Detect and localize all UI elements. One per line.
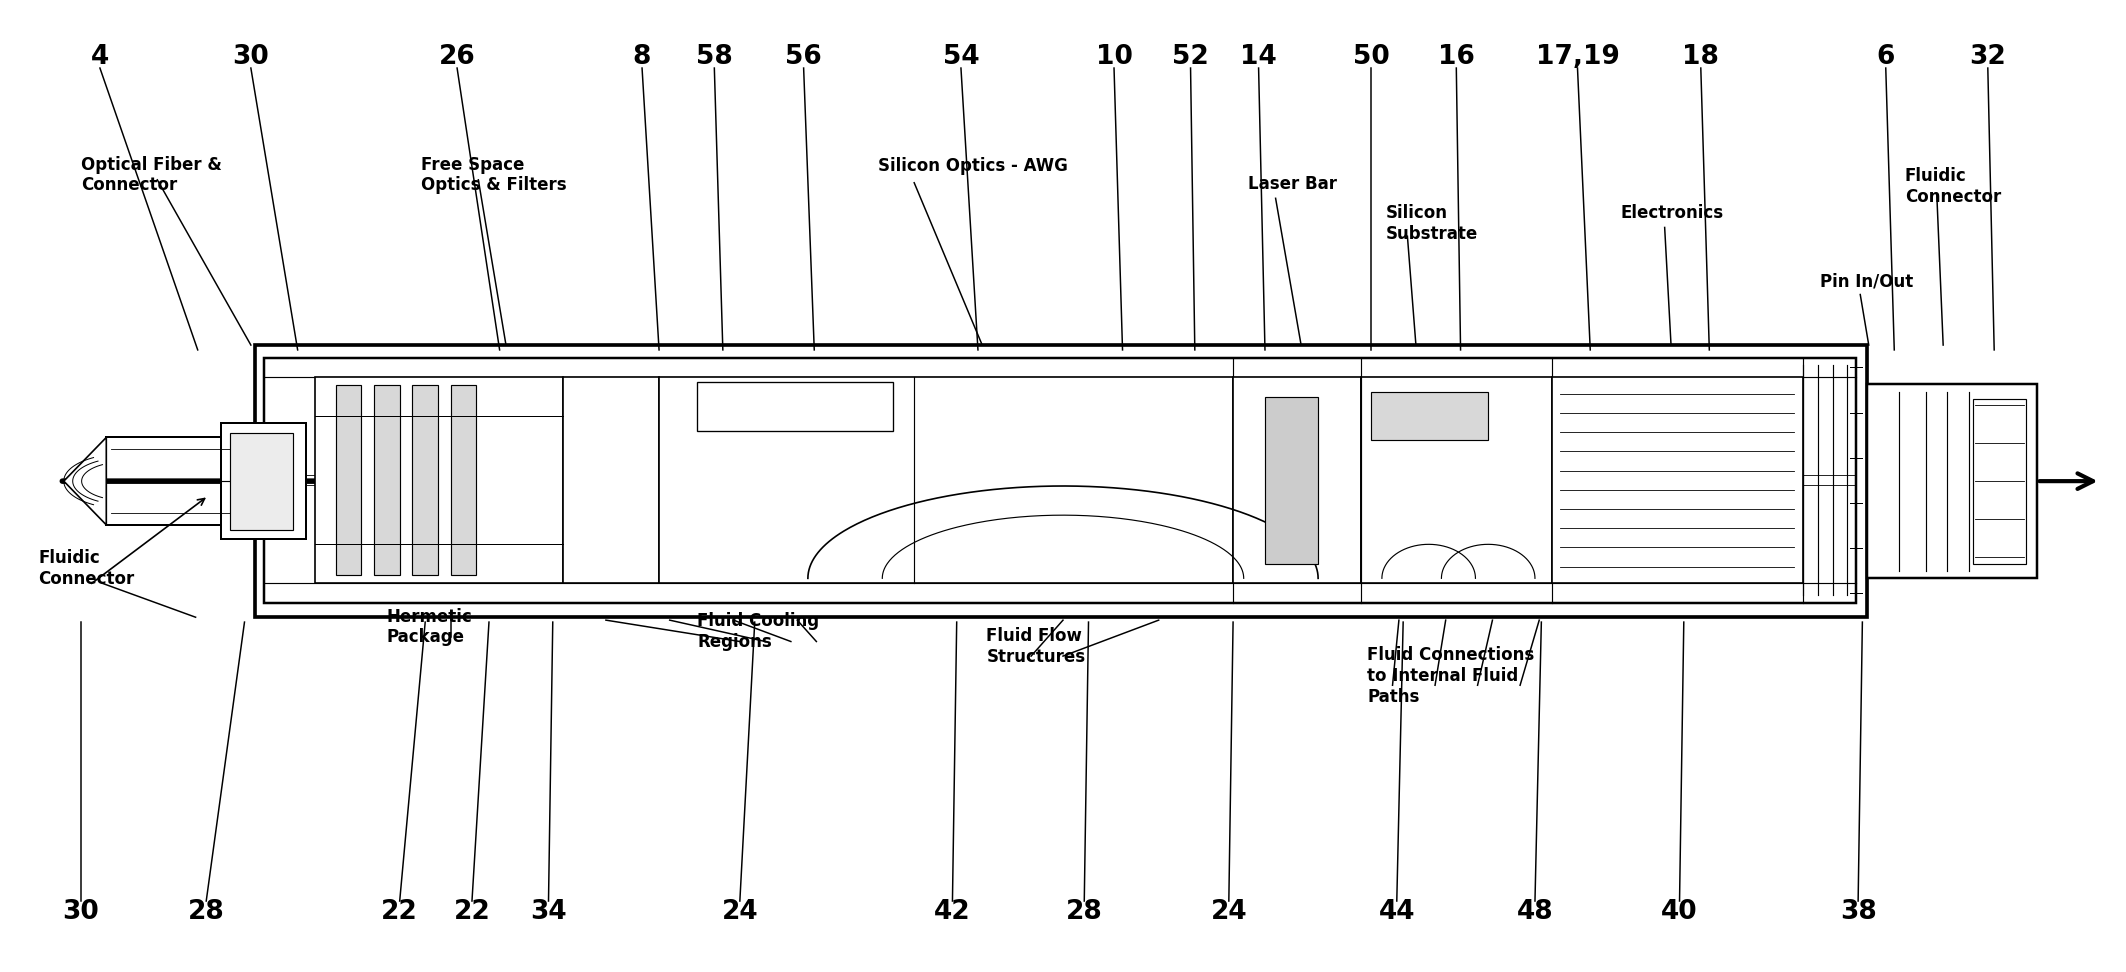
Text: 6: 6	[1877, 44, 1894, 70]
Bar	[563, 377, 659, 583]
Bar	[1371, 392, 1488, 440]
Bar	[221, 423, 306, 539]
Text: 54: 54	[942, 44, 980, 70]
Bar	[1973, 399, 2026, 564]
Text: 22: 22	[381, 899, 419, 925]
Bar	[1265, 397, 1318, 564]
Text: 22: 22	[453, 899, 491, 925]
Bar	[264, 358, 1856, 603]
Text: 24: 24	[721, 899, 759, 925]
Text: Fluid Flow
Structures: Fluid Flow Structures	[986, 627, 1086, 666]
Bar	[1233, 377, 1361, 583]
Bar	[1867, 384, 2037, 578]
Text: 28: 28	[1065, 899, 1103, 925]
Text: Free Space
Optics & Filters: Free Space Optics & Filters	[421, 156, 566, 194]
Bar	[230, 433, 293, 530]
Bar	[106, 437, 259, 525]
Text: 14: 14	[1239, 44, 1278, 70]
Text: 44: 44	[1378, 899, 1416, 925]
Text: 50: 50	[1352, 44, 1390, 70]
Text: 30: 30	[232, 44, 270, 70]
Text: 26: 26	[438, 44, 476, 70]
Text: 38: 38	[1839, 899, 1877, 925]
Text: Silicon Optics - AWG: Silicon Optics - AWG	[878, 157, 1067, 176]
Text: 58: 58	[695, 44, 733, 70]
Bar	[336, 385, 361, 575]
Text: 48: 48	[1516, 899, 1554, 925]
Bar	[659, 377, 1233, 583]
Text: Fluidic
Connector: Fluidic Connector	[38, 549, 134, 588]
Text: Electronics: Electronics	[1620, 204, 1724, 223]
Bar	[315, 377, 563, 583]
Text: 28: 28	[187, 899, 225, 925]
Text: Laser Bar: Laser Bar	[1248, 175, 1337, 193]
Bar	[1552, 377, 1803, 583]
Bar	[697, 382, 893, 431]
Text: 17,19: 17,19	[1535, 44, 1620, 70]
Text: Pin In/Out: Pin In/Out	[1820, 272, 1913, 291]
Bar	[255, 345, 1867, 617]
Text: Silicon
Substrate: Silicon Substrate	[1386, 204, 1478, 243]
Bar	[1361, 377, 1552, 583]
Text: 42: 42	[933, 899, 972, 925]
Text: 16: 16	[1437, 44, 1475, 70]
Text: 34: 34	[529, 899, 568, 925]
Polygon shape	[64, 437, 106, 525]
Text: Fluidic
Connector: Fluidic Connector	[1905, 167, 2001, 206]
Bar	[451, 385, 476, 575]
Text: 30: 30	[62, 899, 100, 925]
Text: Fluid Cooling
Regions: Fluid Cooling Regions	[697, 612, 819, 651]
Text: 40: 40	[1660, 899, 1699, 925]
Text: 18: 18	[1682, 44, 1720, 70]
Text: Hermetic
Package: Hermetic Package	[387, 608, 472, 646]
Text: 32: 32	[1969, 44, 2007, 70]
Text: 8: 8	[634, 44, 651, 70]
Bar	[374, 385, 400, 575]
Text: 10: 10	[1095, 44, 1133, 70]
Text: 24: 24	[1210, 899, 1248, 925]
Text: 56: 56	[784, 44, 823, 70]
Bar	[412, 385, 438, 575]
Text: 4: 4	[91, 44, 108, 70]
Text: Fluid Connections
to Internal Fluid
Paths: Fluid Connections to Internal Fluid Path…	[1367, 646, 1535, 706]
Text: Optical Fiber &
Connector: Optical Fiber & Connector	[81, 156, 221, 194]
Text: 52: 52	[1171, 44, 1210, 70]
